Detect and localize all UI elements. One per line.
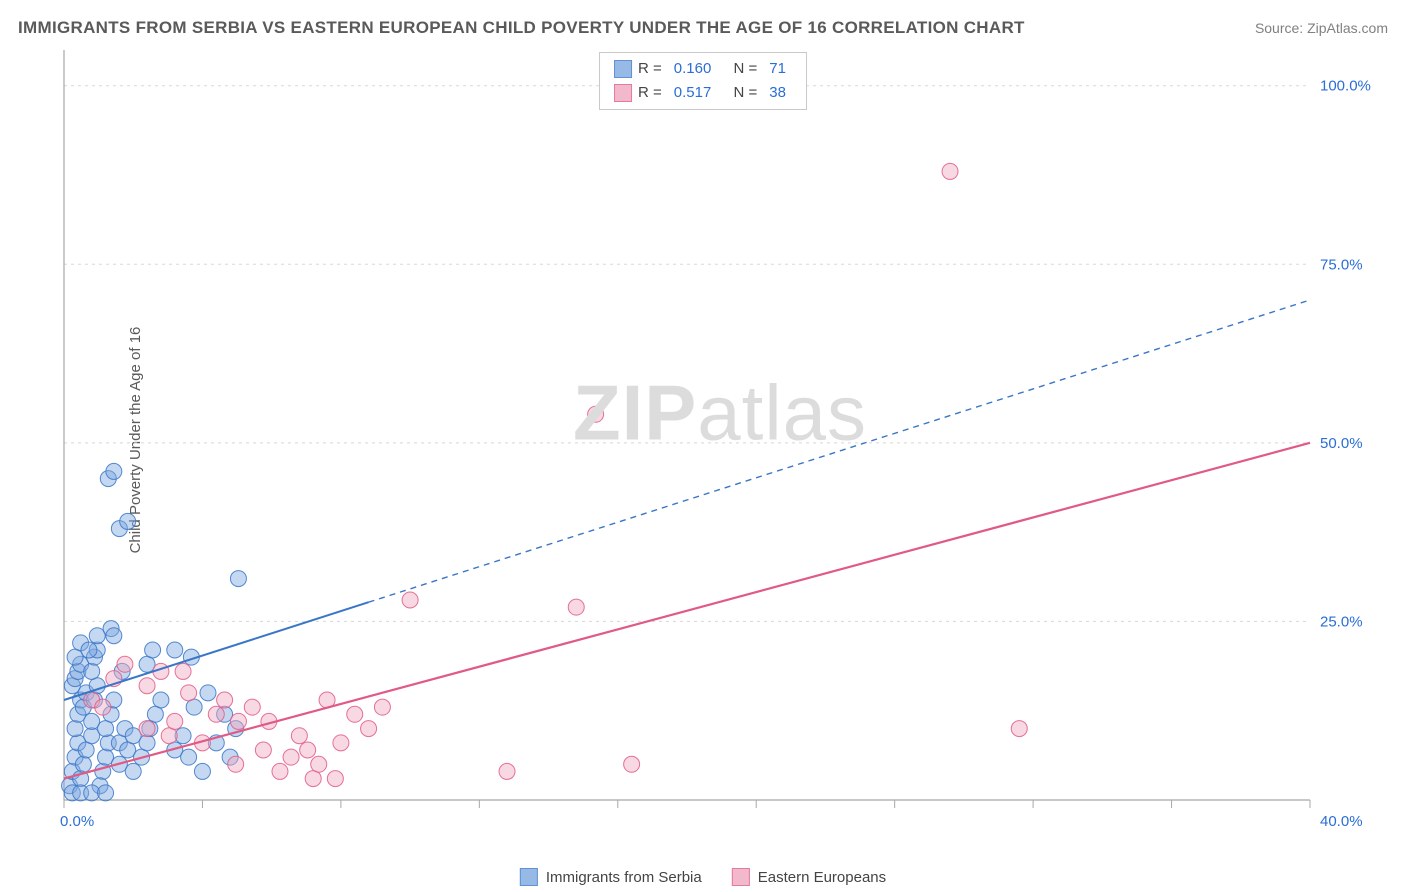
- data-point: [167, 642, 183, 658]
- data-point: [305, 771, 321, 787]
- r-value-0: 0.160: [674, 57, 712, 81]
- legend-label-1: Eastern Europeans: [758, 869, 886, 886]
- data-point: [230, 713, 246, 729]
- data-point: [311, 756, 327, 772]
- trend-line: [64, 443, 1310, 779]
- trend-line-dashed: [369, 300, 1310, 602]
- legend-item-0: Immigrants from Serbia: [520, 868, 702, 886]
- data-point: [147, 706, 163, 722]
- data-point: [208, 706, 224, 722]
- data-point: [228, 756, 244, 772]
- data-point: [217, 692, 233, 708]
- data-point: [1011, 721, 1027, 737]
- data-point: [942, 163, 958, 179]
- data-point: [67, 721, 83, 737]
- data-point: [327, 771, 343, 787]
- data-point: [402, 592, 418, 608]
- data-point: [194, 763, 210, 779]
- y-tick-label: 100.0%: [1320, 78, 1371, 95]
- data-point: [181, 749, 197, 765]
- stats-row-1: R = 0.517 N = 38: [614, 81, 792, 105]
- data-point: [84, 663, 100, 679]
- data-point: [161, 728, 177, 744]
- chart-title: IMMIGRANTS FROM SERBIA VS EASTERN EUROPE…: [18, 18, 1025, 38]
- n-value-0: 71: [769, 57, 786, 81]
- y-tick-label: 50.0%: [1320, 435, 1363, 452]
- legend-bottom: Immigrants from Serbia Eastern Europeans: [520, 868, 886, 886]
- data-point: [624, 756, 640, 772]
- data-point: [347, 706, 363, 722]
- data-point: [120, 513, 136, 529]
- data-point: [145, 642, 161, 658]
- data-point: [244, 699, 260, 715]
- data-point: [175, 663, 191, 679]
- data-point: [181, 685, 197, 701]
- r-value-1: 0.517: [674, 81, 712, 105]
- legend-swatch-0: [520, 868, 538, 886]
- data-point: [117, 656, 133, 672]
- data-point: [139, 721, 155, 737]
- data-point: [568, 599, 584, 615]
- x-tick-label: 40.0%: [1320, 813, 1363, 830]
- y-tick-label: 25.0%: [1320, 613, 1363, 630]
- y-tick-label: 75.0%: [1320, 256, 1363, 273]
- data-point: [75, 756, 91, 772]
- stats-row-0: R = 0.160 N = 71: [614, 57, 792, 81]
- x-tick-label: 0.0%: [60, 813, 94, 830]
- data-point: [139, 735, 155, 751]
- legend-item-1: Eastern Europeans: [732, 868, 886, 886]
- title-bar: IMMIGRANTS FROM SERBIA VS EASTERN EUROPE…: [18, 18, 1388, 38]
- data-point: [106, 463, 122, 479]
- data-point: [139, 678, 155, 694]
- data-point: [167, 713, 183, 729]
- n-label: N =: [734, 57, 758, 81]
- data-point: [300, 742, 316, 758]
- trend-line: [64, 602, 369, 700]
- data-point: [81, 642, 97, 658]
- data-point: [186, 699, 202, 715]
- legend-swatch-1: [732, 868, 750, 886]
- data-point: [283, 749, 299, 765]
- chart-svg: 25.0% 50.0% 75.0% 100.0% 0.0% 40.0%: [60, 50, 1380, 840]
- data-point: [333, 735, 349, 751]
- data-point: [230, 571, 246, 587]
- data-point: [200, 685, 216, 701]
- data-point: [95, 699, 111, 715]
- data-point: [499, 763, 515, 779]
- stats-swatch-0: [614, 60, 632, 78]
- r-label: R =: [638, 81, 662, 105]
- r-label: R =: [638, 57, 662, 81]
- data-point: [255, 742, 271, 758]
- data-point: [374, 699, 390, 715]
- data-point: [588, 406, 604, 422]
- stats-swatch-1: [614, 84, 632, 102]
- data-point: [98, 721, 114, 737]
- data-point: [106, 628, 122, 644]
- data-point: [78, 742, 94, 758]
- data-point: [291, 728, 307, 744]
- plot-area: ZIPatlas 25.0%50.0%75.0%100.0%0.0%40.0%: [60, 50, 1380, 840]
- data-point: [153, 692, 169, 708]
- n-label: N =: [734, 81, 758, 105]
- source-label: Source: ZipAtlas.com: [1255, 20, 1388, 36]
- data-point: [98, 785, 114, 801]
- stats-box: R = 0.160 N = 71 R = 0.517 N = 38: [599, 52, 807, 110]
- data-point: [361, 721, 377, 737]
- data-point: [125, 763, 141, 779]
- n-value-1: 38: [769, 81, 786, 105]
- legend-label-0: Immigrants from Serbia: [546, 869, 702, 886]
- data-point: [272, 763, 288, 779]
